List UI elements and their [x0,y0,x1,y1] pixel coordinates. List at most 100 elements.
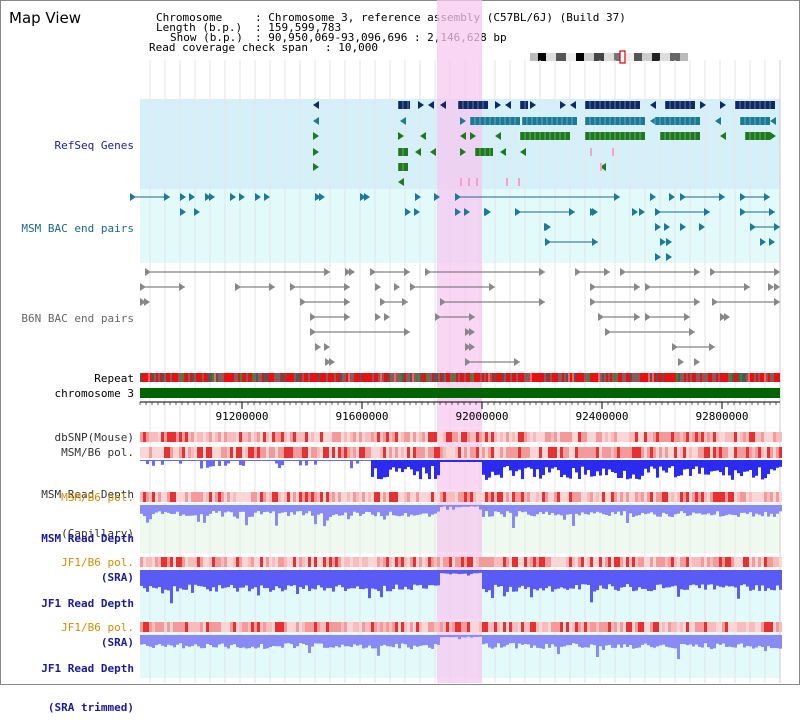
ideogram-band [614,53,620,61]
repeat-cell [650,373,652,382]
chromosome-ideogram[interactable] [530,50,688,64]
jf1-sra-trimmed-depth-bar [449,635,452,638]
dbsnp-cell [425,432,428,442]
repeat-cell [218,373,220,382]
msm-sra-depth-bar [323,505,326,527]
repeat-cell [180,373,182,382]
msm-capillary-depth-bar [677,460,680,476]
repeat-cell [560,373,562,382]
msm-b6-pol2-cell [638,492,641,502]
msm-sra-depth-bar [515,505,518,517]
repeat-cell [278,373,280,382]
jf1-sra-depth-bar [446,570,449,574]
dbsnp-cell [707,432,710,442]
msm-bac-end [704,208,710,216]
msm-bac-end [632,208,638,216]
dbsnp-cell [326,432,329,442]
b6n-bac-end [324,343,330,351]
msm-b6-pol2-cell [425,492,428,502]
msm-b6-pol2-cell [404,492,407,502]
msm-b6-pol2-cell [467,492,470,502]
jf1-sra-depth-bar [587,570,590,585]
jf1-sra-depth-bar [170,570,173,604]
msm-capillary-depth-bar [368,460,371,461]
jf1-sra-depth-bar [293,570,296,586]
msm-sra-depth-bar [386,505,389,516]
msm-b6-pol2-cell [287,492,290,502]
refseq-gene-arrow [415,148,421,156]
jf1-b6-pol-cell [764,557,767,567]
jf1-b6-pol2-cell [548,622,551,632]
msm-b6-pol-cell [641,447,644,458]
repeat-cell [210,373,212,382]
genome-browser-canvas[interactable]: 91200000 91600000 92000000 92400000 92800000 [0,0,800,685]
jf1-sra-depth-bar [458,570,461,575]
jf1-sra-depth-bar [512,570,515,592]
jf1-b6-pol-cell [614,557,617,567]
jf1-b6-pol-cell [506,557,509,567]
repeat-cell [566,373,568,382]
msm-b6-pol-cell [686,447,689,458]
jf1-b6-pol2-cell [617,622,620,632]
msm-sra-depth-bar [338,505,341,516]
jf1-b6-pol2-cell [317,622,320,632]
dbsnp-cell [233,432,236,442]
msm-b6-pol-cell [746,447,749,458]
repeat-cell [544,373,546,382]
repeat-cell [396,373,398,382]
dbsnp-cell [140,432,143,442]
dbsnp-cell [191,432,194,442]
b6n-bac-end [290,283,296,291]
jf1-b6-pol-cell [353,557,356,567]
msm-b6-pol-cell [185,447,188,458]
jf1-b6-pol2-cell [389,622,392,632]
dbsnp-cell [188,432,191,442]
jf1-sra-trimmed-depth-bar [722,635,725,644]
msm-capillary-depth-bar [701,460,704,468]
msm-capillary-depth-bar [395,460,398,472]
msm-sra-depth-bar [461,505,464,507]
msm-b6-pol2-cell [767,492,770,502]
repeat-cell [428,373,430,382]
jf1-b6-pol2-cell [569,622,572,632]
msm-b6-pol-cell [704,447,707,458]
msm-b6-pol-cell [539,447,542,458]
msm-sra-depth-bar [299,505,302,512]
msm-sra-depth-bar [572,505,575,526]
dbsnp-cell [176,432,179,442]
msm-sra-depth-bar [548,505,551,515]
jf1-b6-pol2-cell [488,622,491,632]
msm-sra-depth-bar [674,505,677,515]
msm-b6-pol2-cell [590,492,593,502]
track-label-jf1-b6-pol: JF1/B6 pol. [61,556,134,569]
msm-b6-pol2-cell [443,492,446,502]
jf1-sra-trimmed-depth-bar [647,635,650,646]
msm-b6-pol-cell [386,447,389,458]
jf1-b6-pol2-cell [188,622,191,632]
refseq-gene-arrow [420,132,426,140]
msm-sra-depth-bar [662,505,665,513]
msm-capillary-depth-bar [620,460,623,478]
repeat-cell [672,373,674,382]
msm-capillary-depth-bar [173,460,176,461]
repeat-cell [708,373,710,382]
dbsnp-cell [428,432,431,442]
jf1-b6-pol-cell [236,557,239,567]
repeat-cell [410,373,412,382]
msm-b6-pol2-cell [680,492,683,502]
ideogram-band [626,53,634,61]
msm-b6-pol-cell [182,447,185,458]
msm-capillary-depth-bar [464,460,467,462]
jf1-b6-pol2-cell [191,622,194,632]
dbsnp-cell [629,432,632,442]
b6n-bac-end [605,328,611,336]
jf1-sra-depth-bar [182,570,185,590]
jf1-b6-pol2-cell [689,622,692,632]
dbsnp-cell [569,432,572,442]
msm-b6-pol2-cell [593,492,596,502]
msm-b6-pol-cell [431,447,434,458]
msm-bac-end [464,208,470,216]
jf1-b6-pol2-cell [632,622,635,632]
dbsnp-cell [533,432,536,442]
dbsnp-cell [560,432,563,442]
